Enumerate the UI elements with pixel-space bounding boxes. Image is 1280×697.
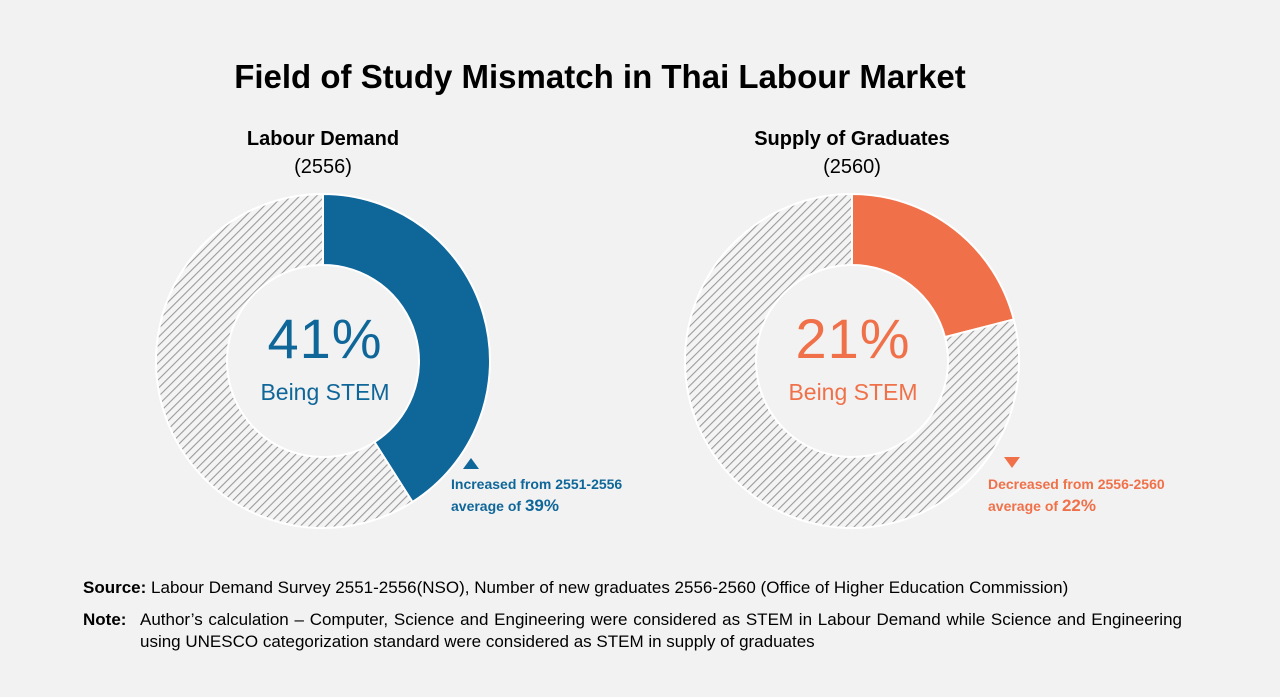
annotation-line: Decreased from 2556-2560 xyxy=(988,476,1165,492)
supply-of-graduates-panel: Supply of Graduates (2560) 21% Being STE… xyxy=(642,0,1165,540)
annotation-value: 22% xyxy=(1061,496,1096,515)
annotation-line: Increased from 2551-2556 xyxy=(451,476,623,492)
donut-chart xyxy=(155,192,491,529)
donut-chart xyxy=(684,192,1020,529)
source-text: Labour Demand Survey 2551-2556(NSO), Num… xyxy=(151,578,1069,597)
non-stem-slice xyxy=(684,192,1020,529)
trend-up-icon xyxy=(463,458,479,469)
highlight-caption: Being STEM xyxy=(788,379,918,405)
labour-demand-panel: Labour Demand (2556) 41% Being STEM Incr… xyxy=(113,0,622,540)
highlight-percent: 21% xyxy=(795,307,911,370)
chart-title: Supply of Graduates xyxy=(754,128,950,150)
note-text: Author’s calculation – Computer, Science… xyxy=(140,610,1182,651)
stem-slice xyxy=(322,192,491,504)
trend-down-icon xyxy=(1004,457,1020,468)
source-note: Source: Labour Demand Survey 2551-2556(N… xyxy=(83,577,1068,599)
stem-slice xyxy=(851,192,1015,339)
note-label: Note: xyxy=(83,610,127,629)
highlight-percent: 41% xyxy=(267,307,383,370)
source-label: Source: xyxy=(83,578,147,597)
annotation-average: average of 39% xyxy=(451,495,622,517)
annotation-average: average of 22% xyxy=(988,495,1165,517)
chart-subtitle: (2556) xyxy=(294,156,352,178)
highlight-caption: Being STEM xyxy=(260,379,390,405)
annotation-prefix: average of xyxy=(988,498,1062,514)
annotation-prefix: average of xyxy=(451,498,525,514)
chart-title: Labour Demand xyxy=(246,128,400,150)
chart-subtitle: (2560) xyxy=(823,156,881,178)
trend-annotation: Decreased from 2556-2560 average of 22% xyxy=(988,473,1165,517)
trend-annotation: Increased from 2551-2556 average of 39% xyxy=(451,473,622,517)
non-stem-slice xyxy=(155,192,414,529)
page-title: Field of Study Mismatch in Thai Labour M… xyxy=(234,58,966,95)
annotation-value: 39% xyxy=(524,496,559,515)
